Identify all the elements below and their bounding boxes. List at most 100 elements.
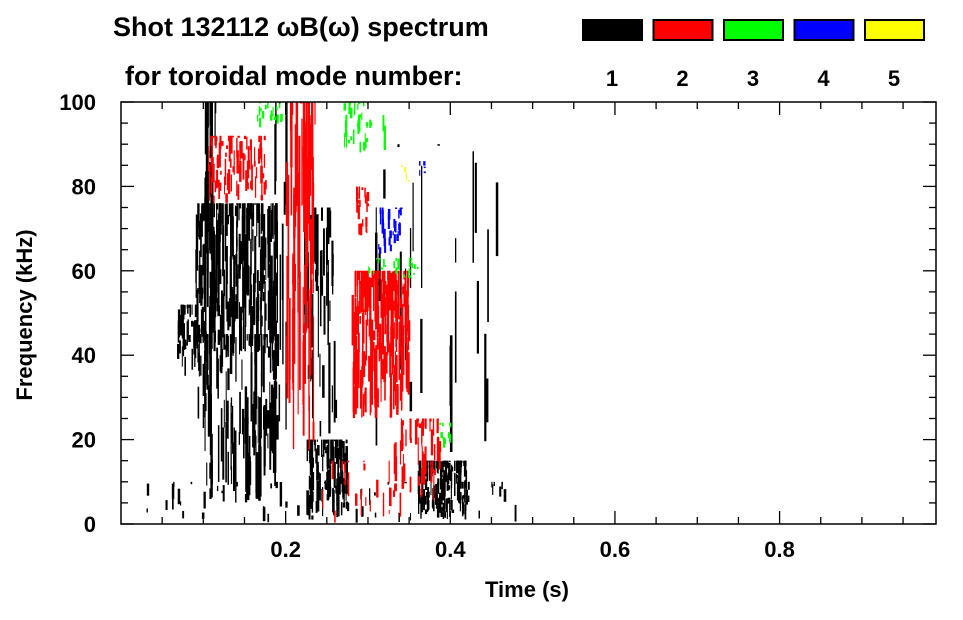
spectrum-mark-mode-1: [254, 203, 256, 205]
spectrum-mark-mode-1: [369, 488, 371, 500]
spectrum-mark-mode-1: [454, 460, 456, 471]
spectrum-mark-mode-1: [242, 254, 244, 313]
spectrum-mark-mode-1: [282, 273, 284, 365]
spectrum-mark-mode-1: [220, 408, 223, 462]
spectrum-mark-mode-1: [264, 237, 267, 258]
spectrum-mark-mode-1: [311, 439, 313, 442]
spectrum-mark-mode-2: [390, 326, 393, 357]
spectrum-mark-mode-1: [314, 439, 316, 452]
spectrum-mark-mode-1: [465, 489, 468, 505]
spectrum-mark-mode-1: [307, 252, 309, 297]
spectrum-mark-mode-2: [226, 173, 229, 191]
spectrum-mark-mode-1: [236, 203, 239, 228]
spectrum-mark-mode-1: [383, 169, 386, 199]
spectrum-mark-mode-4: [399, 223, 401, 236]
spectrum-mark-mode-1: [197, 204, 200, 216]
spectrum-mark-mode-1: [317, 480, 320, 512]
spectrum-mark-mode-1: [464, 504, 467, 520]
spectrum-mark-mode-1: [420, 460, 421, 465]
spectrum-mark-mode-1: [447, 497, 451, 504]
axes: 0.2 0.4 0.6 0.8 0 20 40 60 80 100: [59, 90, 937, 562]
spectrum-mark-mode-1: [274, 308, 277, 320]
spectrum-mark-mode-3: [350, 136, 353, 141]
spectrum-mark-mode-1: [311, 490, 314, 513]
x-axis-label: Time (s): [485, 577, 569, 602]
spectrum-mark-mode-2: [401, 375, 404, 392]
spectrum-mark-mode-2: [297, 282, 299, 415]
spectrum-mark-mode-2: [366, 193, 368, 212]
spectrum-mark-mode-1: [343, 478, 345, 508]
spectrum-mark-mode-2: [361, 187, 364, 190]
spectrum-mark-mode-1: [181, 346, 183, 367]
spectrum-mark-mode-2: [358, 300, 360, 315]
spectrum-mark-mode-2: [355, 493, 358, 506]
spectrum-mark-mode-1: [332, 279, 334, 295]
spectrum-mark-mode-2: [236, 180, 238, 197]
spectrum-mark-mode-1: [333, 439, 336, 442]
spectrum-mark-mode-1: [449, 335, 453, 452]
spectrum-mark-mode-3: [449, 422, 451, 425]
spectrum-mark-mode-4: [381, 218, 384, 234]
legend-swatch-mode-3: [723, 19, 784, 41]
spectrum-mark-mode-2: [341, 460, 344, 471]
spectrum-mark-mode-1: [325, 439, 328, 444]
spectrum-mark-mode-1: [283, 181, 286, 215]
spectrum-mark-mode-1: [202, 203, 206, 221]
spectrum-mark-mode-1: [252, 403, 254, 448]
spectrum-mark-mode-2: [407, 352, 410, 395]
spectrum-mark-mode-1: [435, 493, 438, 505]
spectrum-mark-mode-2: [246, 161, 250, 179]
spectrum-mark-mode-1: [346, 461, 348, 489]
spectrum-mark-mode-3: [395, 267, 398, 275]
spectrum-mark-mode-4: [419, 169, 421, 176]
spectrum-mark-mode-1: [250, 292, 253, 306]
spectrum-mark-mode-1: [274, 124, 277, 195]
spectrum-mark-mode-2: [439, 441, 442, 452]
spectrum-mark-mode-1: [267, 513, 270, 523]
spectrum-mark-mode-1: [274, 462, 276, 486]
spectrum-mark-mode-1: [339, 451, 343, 468]
spectrum-mark-mode-1: [331, 385, 333, 413]
spectrum-mark-mode-2: [365, 289, 367, 316]
spectrum-mark-mode-3: [347, 140, 350, 144]
spectrum-mark-mode-1: [194, 304, 198, 318]
spectrum-mark-mode-1: [244, 494, 248, 503]
spectrum-mark-mode-1: [244, 234, 247, 285]
spectrum-mark-mode-1: [273, 390, 275, 421]
spectrum-mark-mode-2: [263, 154, 266, 168]
spectrum-mark-mode-2: [365, 319, 368, 361]
spectrum-mark-mode-1: [246, 203, 249, 208]
spectrum-mark-mode-1: [316, 439, 318, 442]
spectrum-mark-mode-2: [388, 509, 390, 514]
spectrum-mark-mode-4: [387, 208, 391, 220]
spectrum-mark-mode-2: [389, 373, 393, 418]
spectrum-mark-mode-2: [417, 476, 420, 486]
spectrum-mark-mode-1: [252, 203, 255, 215]
spectrum-mark-mode-2: [292, 253, 294, 391]
spectrum-mark-mode-3: [358, 114, 361, 118]
spectrum-mark-mode-1: [258, 443, 261, 501]
spectrum-mark-mode-1: [202, 287, 204, 299]
spectrum-mark-mode-2: [232, 166, 235, 173]
spectrum-mark-mode-2: [366, 297, 368, 326]
spectrum-mark-mode-1: [239, 302, 240, 355]
spectrum-mark-mode-1: [456, 482, 460, 501]
spectrum-mark-mode-1: [242, 291, 245, 349]
spectrum-mark-mode-2: [357, 348, 360, 389]
spectrum-mark-mode-1: [412, 182, 414, 252]
spectrum-mark-mode-1: [206, 150, 210, 227]
spectrum-mark-mode-3: [365, 139, 367, 148]
spectrum-mark-mode-1: [312, 362, 314, 419]
spectrum-mark-mode-2: [358, 223, 360, 235]
spectrum-mark-mode-1: [190, 481, 193, 485]
spectrum-mark-mode-3: [395, 258, 398, 261]
spectrum-mark-mode-1: [267, 410, 270, 429]
spectrum-mark-mode-1: [227, 368, 230, 391]
spectrum-mark-mode-2: [391, 299, 394, 314]
spectrum-mark-mode-3: [366, 125, 368, 128]
spectrum-mark-mode-1: [444, 460, 446, 464]
spectrum-mark-mode-2: [393, 374, 395, 410]
spectrum-mark-mode-2: [364, 195, 367, 204]
spectrum-mark-mode-1: [422, 497, 424, 510]
spectrum-mark-mode-3: [344, 120, 348, 138]
